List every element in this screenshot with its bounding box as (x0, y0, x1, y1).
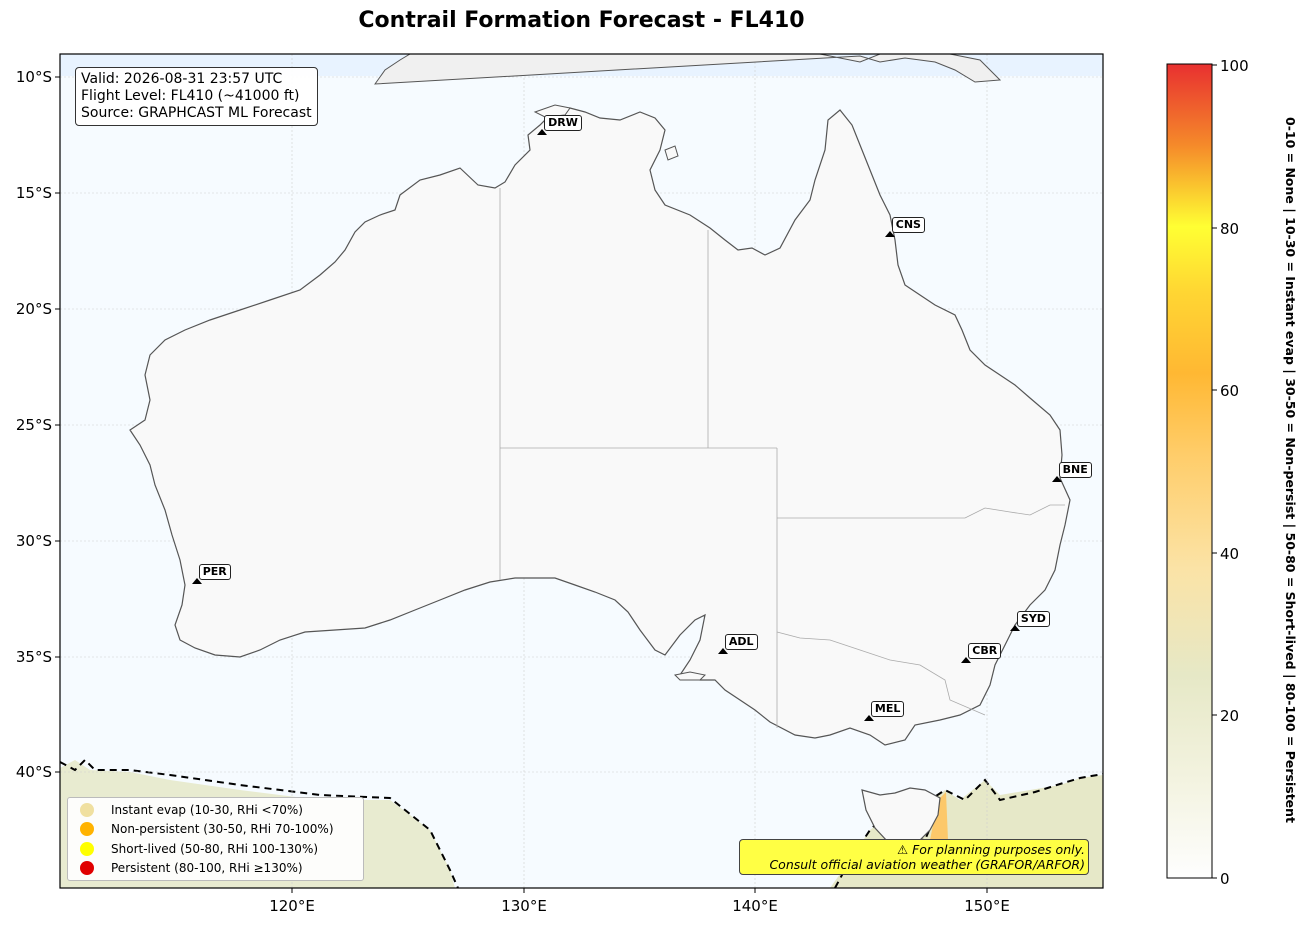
city-marker[interactable] (1051, 476, 1062, 483)
legend-dot (80, 841, 94, 856)
lat-tick-label: 10°S (16, 68, 52, 86)
city-marker[interactable] (717, 647, 728, 654)
lat-axis: 10°S 15°S 20°S 25°S 30°S 35°S 40°S (16, 68, 60, 781)
legend-item-short-lived: Short-lived (50-80, RHi 100-130%) (68, 839, 363, 859)
legend: Instant evap (10-30, RHi <70%) Non-persi… (67, 797, 364, 881)
contrail-field-tasman (930, 792, 948, 840)
lat-tick-label: 40°S (16, 763, 52, 781)
lon-tick-label: 130°E (501, 897, 547, 915)
colorbar-tick-label: 0 (1220, 870, 1230, 888)
contrail-boundary-southeast (834, 773, 1103, 888)
warning-line-2: Consult official aviation weather (GRAFO… (769, 857, 1085, 872)
state-borders (499, 188, 1065, 728)
legend-dot (80, 822, 94, 837)
lon-axis: 120°E 130°E 140°E 150°E (269, 888, 1010, 915)
warning-line-1: ⚠ For planning purposes only. (897, 842, 1085, 857)
city-label-mel[interactable]: MEL (870, 701, 905, 718)
colorbar-tick-label: 20 (1220, 707, 1239, 725)
city-marker[interactable] (961, 657, 972, 664)
tasmania (861, 787, 941, 849)
city-label-syd[interactable]: SYD (1016, 610, 1050, 627)
colorbar-tick-label: 40 (1220, 545, 1239, 563)
city-label-adl[interactable]: ADL (724, 633, 758, 650)
city-marker[interactable] (863, 715, 874, 722)
lat-tick-label: 15°S (16, 184, 52, 202)
city-label-bne[interactable]: BNE (1058, 462, 1092, 479)
colorbar-label: 0-10 = None | 10-30 = Instant evap | 30-… (1283, 116, 1298, 824)
lon-tick-label: 140°E (732, 897, 778, 915)
city-label-drw[interactable]: DRW (544, 114, 582, 131)
city-marker[interactable] (191, 578, 202, 585)
legend-label: Non-persistent (30-50, RHi 70-100%) (111, 822, 334, 837)
lat-tick-label: 35°S (16, 648, 52, 666)
lat-tick-label: 30°S (16, 532, 52, 550)
kangaroo-island (673, 671, 707, 681)
legend-dot (80, 802, 94, 817)
contrail-boundary-south (60, 758, 459, 888)
city-label-per[interactable]: PER (198, 564, 231, 581)
legend-label: Persistent (80-100, RHi ≥130%) (111, 861, 303, 876)
melville-island (533, 104, 571, 118)
warning-box: ⚠ For planning purposes only. Consult of… (739, 839, 1089, 875)
australia-mainland (129, 107, 1071, 746)
city-label-cbr[interactable]: CBR (968, 643, 1002, 660)
colorbar (1166, 63, 1213, 879)
data-source: Source: GRAPHCAST ML Forecast (81, 105, 312, 121)
colorbar-tick-label: 60 (1220, 382, 1239, 400)
lat-tick-label: 20°S (16, 300, 52, 318)
colorbar-tick-label: 80 (1220, 220, 1239, 238)
plot-frame (59, 53, 1104, 889)
lon-tick-label: 120°E (269, 897, 315, 915)
lon-tick-label: 150°E (964, 897, 1010, 915)
legend-item-instant-evap: Instant evap (10-30, RHi <70%) (68, 800, 363, 820)
legend-dot (80, 861, 94, 876)
city-marker[interactable] (537, 128, 548, 135)
legend-label: Short-lived (50-80, RHi 100-130%) (111, 841, 319, 856)
info-box: Valid: 2026-08-31 23:57 UTC Flight Level… (75, 67, 318, 126)
legend-item-non-persistent: Non-persistent (30-50, RHi 70-100%) (68, 820, 363, 840)
valid-time: Valid: 2026-08-31 23:57 UTC (81, 71, 283, 87)
colorbar-tick-label: 100 (1220, 57, 1249, 75)
colorbar-ticks: 0 20 40 60 80 100 (1212, 57, 1249, 888)
groote-eylandt (664, 145, 679, 161)
city-marker[interactable] (884, 230, 895, 237)
legend-label: Instant evap (10-30, RHi <70%) (111, 802, 303, 817)
flight-level: Flight Level: FL410 (~41000 ft) (81, 88, 300, 104)
new-guinea-landmass (373, 54, 1002, 85)
legend-item-persistent: Persistent (80-100, RHi ≥130%) (68, 859, 363, 879)
lat-tick-label: 25°S (16, 416, 52, 434)
map-title: Contrail Formation Forecast - FL410 (358, 8, 805, 33)
city-label-cns[interactable]: CNS (891, 216, 925, 233)
city-marker[interactable] (1009, 624, 1020, 631)
